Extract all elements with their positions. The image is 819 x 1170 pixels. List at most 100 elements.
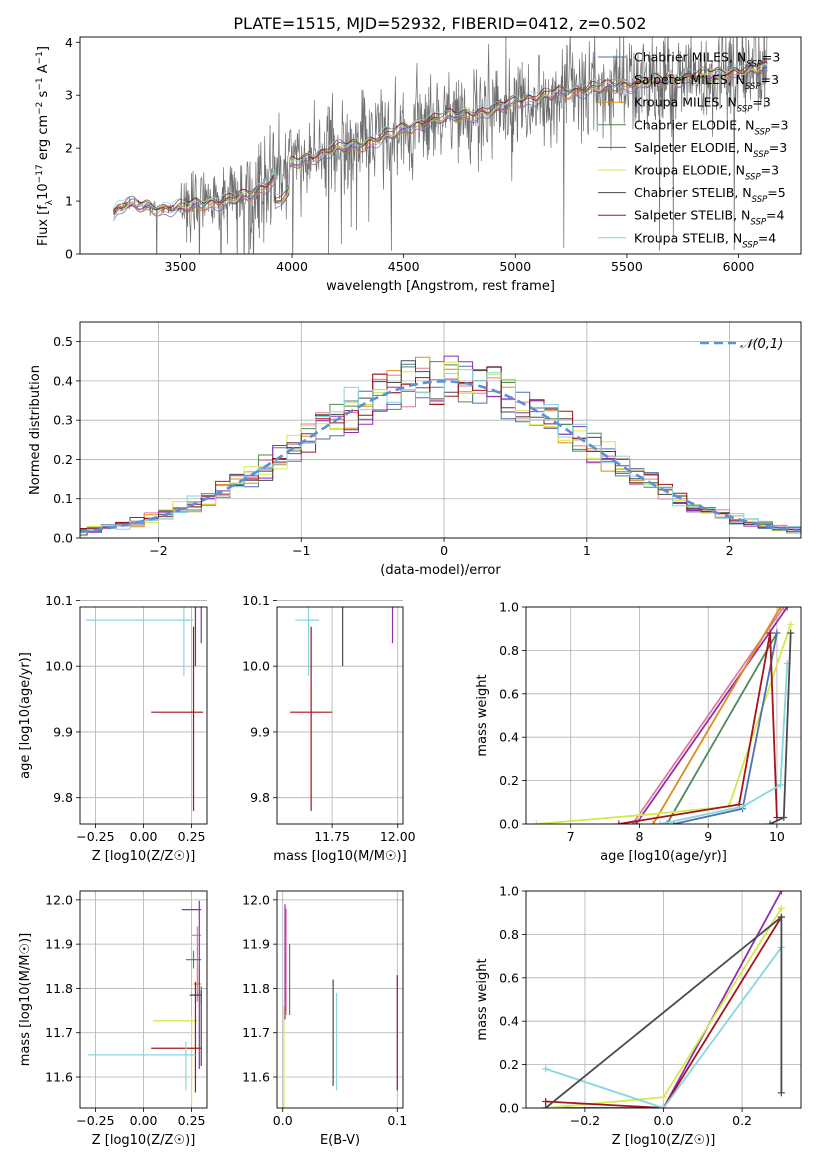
y-tick-label: 11.9 xyxy=(242,937,270,952)
age-vs-mass-plot-area xyxy=(290,607,394,811)
x-tick-label: 0.25 xyxy=(178,1113,206,1128)
legend-label-6: Chabrier STELIB, NSSP=5 xyxy=(634,185,786,205)
y-label-part: −1 xyxy=(35,51,45,64)
x-tick-label: 0 xyxy=(440,543,448,558)
y-tick-label: 0.4 xyxy=(53,373,73,388)
legend-label-tail: =3 xyxy=(752,95,770,110)
y-tick-label: 0.3 xyxy=(53,413,73,428)
x-tick-label: 7 xyxy=(567,829,575,844)
age-vs-mass-x-label: mass [log10(M/M☉)] xyxy=(273,849,406,864)
mw-vs-z-plot-area xyxy=(542,891,785,1108)
spectrum-y-label: Flux [fλ10−17 erg cm−2 s−1 A−1] xyxy=(35,46,55,246)
x-tick-label: 0.00 xyxy=(130,1113,158,1128)
legend-label-base: Salpeter ELODIE, N xyxy=(634,140,753,155)
axes-frame xyxy=(79,36,802,255)
x-tick-label: 11.75 xyxy=(314,829,350,844)
residuals-plot-area xyxy=(80,355,801,536)
y-tick-label: 0.2 xyxy=(499,773,519,788)
mw-vs-z-y-label: mass weight xyxy=(475,958,490,1040)
mw-vs-age-line-1 xyxy=(635,607,789,824)
y-tick-label: 0.0 xyxy=(499,817,519,832)
y-label-part: A xyxy=(36,64,51,77)
legend-label-5: Kroupa ELODIE, NSSP=3 xyxy=(634,163,779,183)
legend-label-base: Kroupa MILES, N xyxy=(634,95,737,110)
axes-frame xyxy=(79,606,208,825)
y-label-part: −17 xyxy=(35,164,45,183)
y-tick-label: 10.0 xyxy=(242,659,270,674)
age-vs-z-y-label: age [log10(age/yr)] xyxy=(18,652,33,779)
data-spectrum-line xyxy=(113,37,768,254)
legend-label-tail: =4 xyxy=(766,208,784,223)
legend-label-base: Chabrier MILES, N xyxy=(634,50,746,65)
x-tick-label: 1 xyxy=(583,543,591,558)
model-line-4 xyxy=(113,66,768,212)
y-tick-label: 0.0 xyxy=(53,531,73,546)
y-tick-label: 11.7 xyxy=(45,1025,73,1040)
age-vs-z-x-label: Z [log10(Z/Z☉)] xyxy=(92,849,196,864)
legend-label-sub: SSP xyxy=(745,82,761,92)
axes-frame xyxy=(525,890,802,1109)
histogram-step-8 xyxy=(80,369,801,536)
legend-label-base: Kroupa STELIB, N xyxy=(634,230,742,245)
y-label-part: ] xyxy=(36,46,51,51)
x-tick-label: 5500 xyxy=(611,259,643,274)
legend-label-7: Salpeter STELIB, NSSP=4 xyxy=(634,208,784,228)
mw-vs-age-line-6 xyxy=(618,632,778,824)
legend-label-sub: SSP xyxy=(737,105,753,115)
mw-vs-z-line-3 xyxy=(545,946,783,1108)
x-tick-label: −2 xyxy=(149,543,167,558)
y-tick-label: 0.2 xyxy=(53,452,73,467)
legend-label-sub: SSP xyxy=(750,218,766,228)
x-tick-label: −0.2 xyxy=(570,1113,600,1128)
gaussian-curve xyxy=(80,379,800,534)
x-tick-label: 0.1 xyxy=(387,1113,407,1128)
axes-frame xyxy=(276,890,404,1109)
y-tick-label: 11.6 xyxy=(242,1070,270,1085)
mass-vs-ebv-panel: 0.0 0.1 11.6 11.7 11.8 11.9 12.0 E(B-V) xyxy=(242,890,407,1148)
x-tick-label: 10 xyxy=(769,829,785,844)
mass-vs-z-plot-area xyxy=(87,900,202,1105)
x-tick-label: 0.0 xyxy=(273,1113,293,1128)
x-tick-label: 12.00 xyxy=(380,829,416,844)
y-tick-label: 12.0 xyxy=(242,892,270,907)
mw-vs-age-x-label: age [log10(age/yr)] xyxy=(600,849,727,864)
y-tick-label: 11.9 xyxy=(45,937,73,952)
x-tick-label: 6000 xyxy=(723,259,755,274)
y-label-part: s xyxy=(36,90,51,101)
x-tick-label: 9 xyxy=(704,829,712,844)
legend-label-tail: =3 xyxy=(761,72,779,87)
x-tick-label: −0.25 xyxy=(76,829,114,844)
mw-vs-age-y-label: mass weight xyxy=(475,674,490,756)
legend-label-sub: SSP xyxy=(752,195,768,205)
y-tick-label: 9.9 xyxy=(250,724,270,739)
y-label-part: erg cm xyxy=(36,115,51,164)
mw-vs-age-plot-area xyxy=(532,607,795,824)
y-tick-label: 0.8 xyxy=(499,643,519,658)
legend-label-base: Salpeter MILES, N xyxy=(634,72,745,87)
y-tick-label: 11.6 xyxy=(45,1070,73,1085)
legend-label-tail: =3 xyxy=(762,50,780,65)
y-tick-label: 0.1 xyxy=(53,491,73,506)
y-tick-label: 11.7 xyxy=(242,1025,270,1040)
spectrum-panel: 3500 4000 4500 5000 5500 6000 0 1 2 3 4 wavelength … xyxy=(35,35,802,294)
residuals-panel: −2 −1 0 1 2 0.0 0.1 0.2 0.3 0.4 0.5 (data-model)/er… xyxy=(28,321,802,578)
legend-gaussian-label: 𝒩(0,1) xyxy=(740,337,783,352)
x-tick-label: 3500 xyxy=(165,259,197,274)
y-label-part: λ xyxy=(45,199,55,205)
legend-label-0: Chabrier MILES, NSSP=3 xyxy=(634,50,780,70)
age-vs-z-plot-area xyxy=(85,607,204,811)
y-tick-label: 1.0 xyxy=(499,884,519,899)
axes-frame xyxy=(276,606,404,825)
y-tick-label: 1 xyxy=(65,194,73,209)
legend-label-tail: =5 xyxy=(767,185,785,200)
y-tick-label: 0.8 xyxy=(499,927,519,942)
legend-label-sub: SSP xyxy=(742,240,758,250)
x-tick-label: −0.25 xyxy=(76,1113,114,1128)
legend-label-8: Kroupa STELIB, NSSP=4 xyxy=(634,230,776,250)
mass-vs-ebv-x-label: E(B-V) xyxy=(320,1133,360,1148)
legend-label-sub: SSP xyxy=(746,60,762,70)
model-line-7 xyxy=(113,61,768,213)
x-tick-label: −1 xyxy=(292,543,310,558)
residuals-y-label: Normed distribution xyxy=(28,365,43,495)
